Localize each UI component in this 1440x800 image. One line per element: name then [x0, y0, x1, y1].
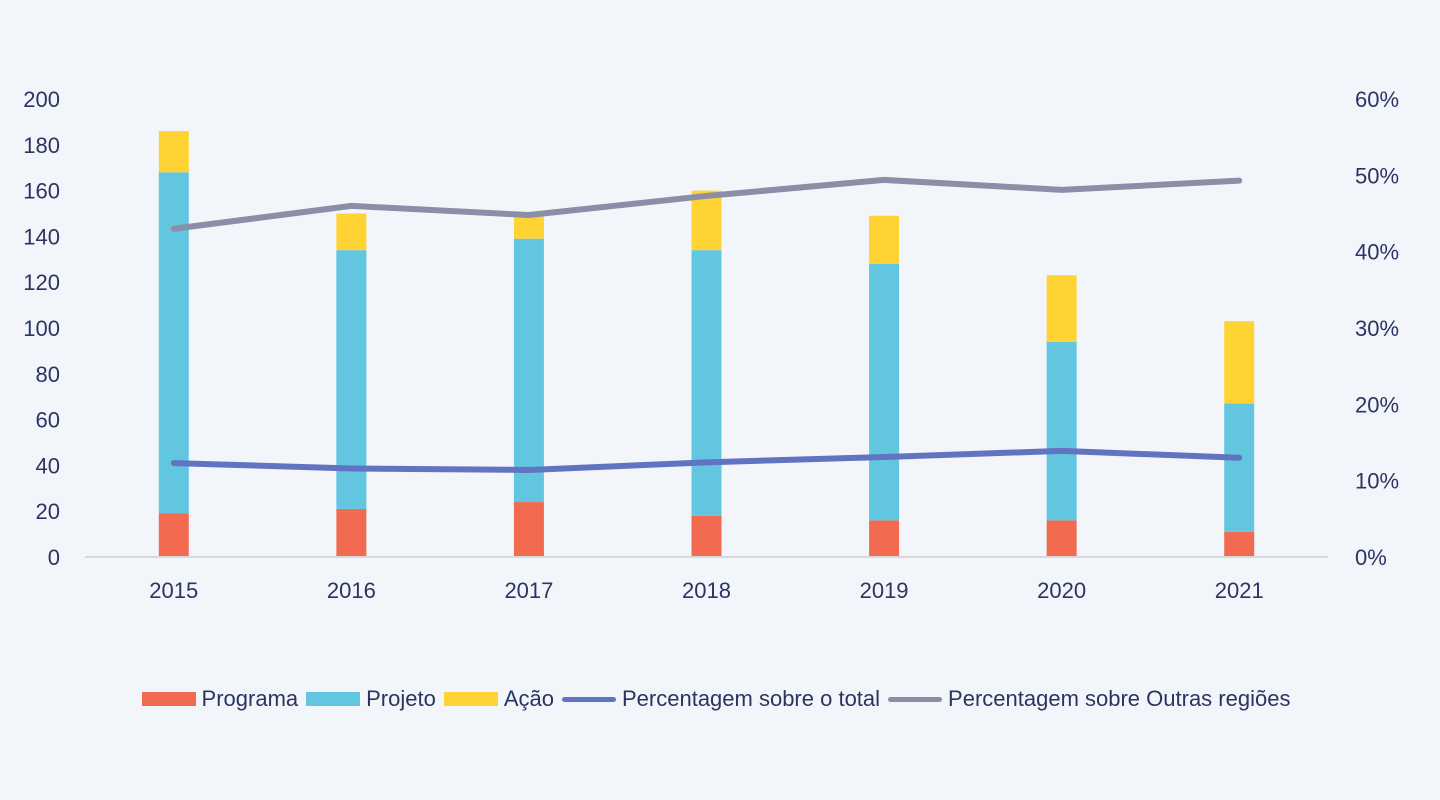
bar-projeto-2020 — [1046, 341, 1077, 521]
y-axis-left: 0 20 40 60 80 100 120 140 160 180 200 — [23, 87, 60, 570]
y-tick-label: 200 — [23, 87, 60, 112]
legend-swatch — [306, 692, 361, 706]
legend-label: Percentagem sobre o total — [622, 686, 881, 711]
y-tick-label: 180 — [23, 133, 60, 158]
x-tick-label: 2019 — [860, 578, 909, 603]
x-tick-label: 2021 — [1215, 578, 1264, 603]
legend-item: Projeto — [306, 686, 436, 712]
bar-programa-2021 — [1224, 531, 1255, 557]
legend-item: Ação — [443, 686, 554, 712]
y2-tick-label: 50% — [1355, 163, 1399, 188]
x-tick-label: 2015 — [149, 578, 198, 603]
legend-label: Ação — [503, 686, 554, 711]
bar-a-o-2016 — [336, 213, 367, 251]
bar-a-o-2020 — [1046, 275, 1077, 342]
x-tick-label: 2016 — [327, 578, 376, 603]
y-axis-right: 0% 10% 20% 30% 40% 50% 60% — [1355, 87, 1399, 570]
bar-a-o-2019 — [869, 215, 900, 264]
legend-item: Programa — [141, 686, 299, 712]
y-tick-label: 120 — [23, 270, 60, 295]
lines — [170, 176, 1243, 473]
chart: 0 20 40 60 80 100 120 140 160 180 200 0% 10% 20% 30% 4… — [23, 87, 1399, 603]
bar-programa-2015 — [158, 513, 189, 557]
bar-programa-2016 — [336, 508, 367, 557]
x-tick-label: 2017 — [504, 578, 553, 603]
x-tick-label: 2020 — [1037, 578, 1086, 603]
legend: Programa Projeto Ação Percentagem sobre o t… — [0, 686, 1440, 712]
line-percentagem-sobre-o-total — [170, 447, 1243, 473]
legend-label: Percentagem sobre Outras regiões — [948, 686, 1291, 711]
bar-a-o-2015 — [158, 131, 189, 173]
y-tick-label: 80 — [36, 362, 60, 387]
bar-programa-2019 — [869, 520, 900, 557]
legend-item: Percentagem sobre Outras regiões — [888, 686, 1290, 712]
bar-programa-2017 — [513, 502, 544, 557]
legend-swatch — [443, 692, 498, 706]
legend-label: Projeto — [366, 686, 436, 711]
bar-projeto-2018 — [691, 250, 722, 516]
legend-label: Programa — [201, 686, 299, 711]
line-percentagem-sobre-outras-regi-es — [170, 176, 1243, 232]
y2-tick-label: 60% — [1355, 87, 1399, 112]
bar-programa-2020 — [1046, 520, 1077, 557]
y-tick-label: 60 — [36, 408, 60, 433]
y-tick-label: 40 — [36, 453, 60, 478]
legend-swatch — [141, 692, 196, 706]
y-tick-label: 20 — [36, 499, 60, 524]
bar-projeto-2021 — [1224, 403, 1255, 532]
y2-tick-label: 30% — [1355, 316, 1399, 341]
y-tick-label: 140 — [23, 224, 60, 249]
y2-tick-label: 10% — [1355, 469, 1399, 494]
y2-tick-label: 20% — [1355, 392, 1399, 417]
bar-projeto-2017 — [513, 238, 544, 503]
y-tick-label: 0 — [48, 545, 60, 570]
bar-programa-2018 — [691, 515, 722, 557]
y-tick-label: 160 — [23, 179, 60, 204]
y2-tick-label: 40% — [1355, 240, 1399, 265]
bar-a-o-2018 — [691, 190, 722, 251]
legend-line-swatch — [562, 696, 616, 702]
bar-projeto-2019 — [869, 263, 900, 521]
y2-tick-label: 0% — [1355, 545, 1387, 570]
y-tick-label: 100 — [23, 316, 60, 341]
x-tick-label: 2018 — [682, 578, 731, 603]
x-axis: 2015 2016 2017 2018 2019 2020 2021 — [149, 578, 1263, 603]
legend-line-swatch — [888, 696, 943, 702]
legend-item: Percentagem sobre o total — [562, 686, 880, 712]
bar-a-o-2021 — [1224, 321, 1255, 404]
